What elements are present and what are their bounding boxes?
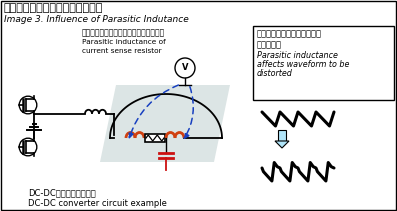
- Text: distorted: distorted: [257, 69, 293, 78]
- Text: current sense resistor: current sense resistor: [82, 48, 162, 54]
- Bar: [278, 130, 286, 141]
- Text: DC-DC converter circuit example: DC-DC converter circuit example: [28, 199, 167, 208]
- Text: 寄生インダクタンスの影響で: 寄生インダクタンスの影響で: [257, 29, 322, 38]
- Text: 図３．寄生インダクタンスの影響: 図３．寄生インダクタンスの影響: [4, 3, 103, 13]
- Text: V: V: [182, 63, 188, 72]
- Text: Parasitic inductance of: Parasitic inductance of: [82, 39, 166, 45]
- Text: 電流検出用抵抗器の寄生インダクタンス: 電流検出用抵抗器の寄生インダクタンス: [82, 28, 165, 37]
- Text: Image 3. Influence of Parasitic Indutance: Image 3. Influence of Parasitic Indutanc…: [4, 15, 189, 24]
- Bar: [253, 26, 394, 100]
- Bar: [145, 134, 165, 142]
- Polygon shape: [100, 85, 230, 162]
- Polygon shape: [275, 141, 289, 148]
- Text: 波形は歪む: 波形は歪む: [257, 40, 282, 49]
- Text: affects waveform to be: affects waveform to be: [257, 60, 349, 69]
- Text: Parasitic inductance: Parasitic inductance: [257, 51, 338, 60]
- Text: DC-DCコンバータ回路例: DC-DCコンバータ回路例: [28, 188, 96, 197]
